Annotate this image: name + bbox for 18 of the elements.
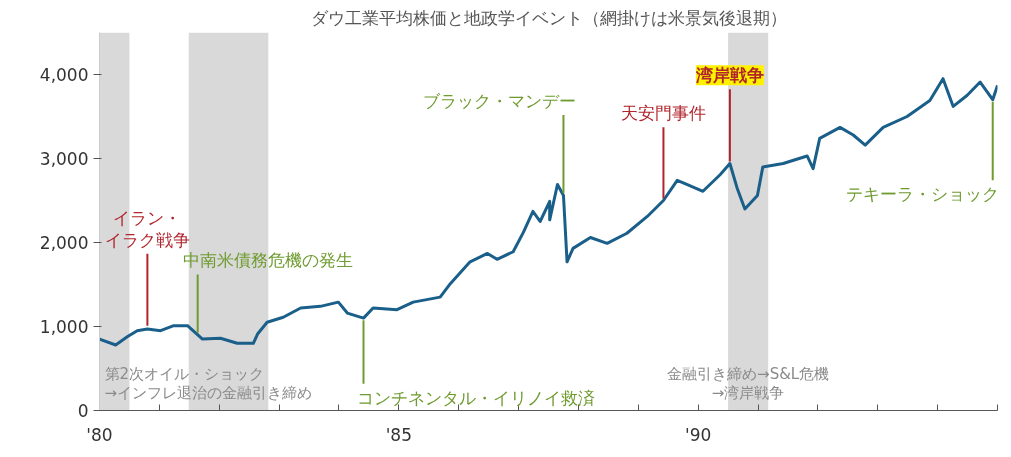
- annotation: 中南米債務危機の発生: [182, 250, 353, 271]
- y-tick-label: 3,000: [39, 149, 89, 169]
- x-tick-label: '90: [685, 424, 712, 445]
- x-tick-label: '80: [86, 424, 113, 445]
- annotation: テキーラ・ショック: [845, 184, 999, 205]
- annotation: ブラック・マンデー: [423, 90, 577, 111]
- x-tick-label: '85: [385, 424, 412, 445]
- y-tick-label: 1,000: [39, 317, 89, 337]
- y-tick-label: 2,000: [39, 233, 89, 253]
- band-label: 金融引き締め→S&L危機 →湾岸戦争: [667, 365, 830, 403]
- annotation: イラン・イラク戦争: [104, 207, 190, 250]
- annotation: コンチネンタル・イリノイ救済: [356, 387, 595, 408]
- y-tick-label: 0: [77, 401, 89, 421]
- annotation: 湾岸戦争: [694, 65, 764, 86]
- chart-title: ダウ工業平均株価と地政学イベント（網掛けは米景気後退期）: [310, 7, 787, 28]
- band-label: 第2次オイル・ショック →インフレ退治の金融引き締め: [104, 365, 313, 403]
- annotation: 天安門事件: [620, 103, 706, 124]
- y-tick-label: 4,000: [39, 65, 89, 85]
